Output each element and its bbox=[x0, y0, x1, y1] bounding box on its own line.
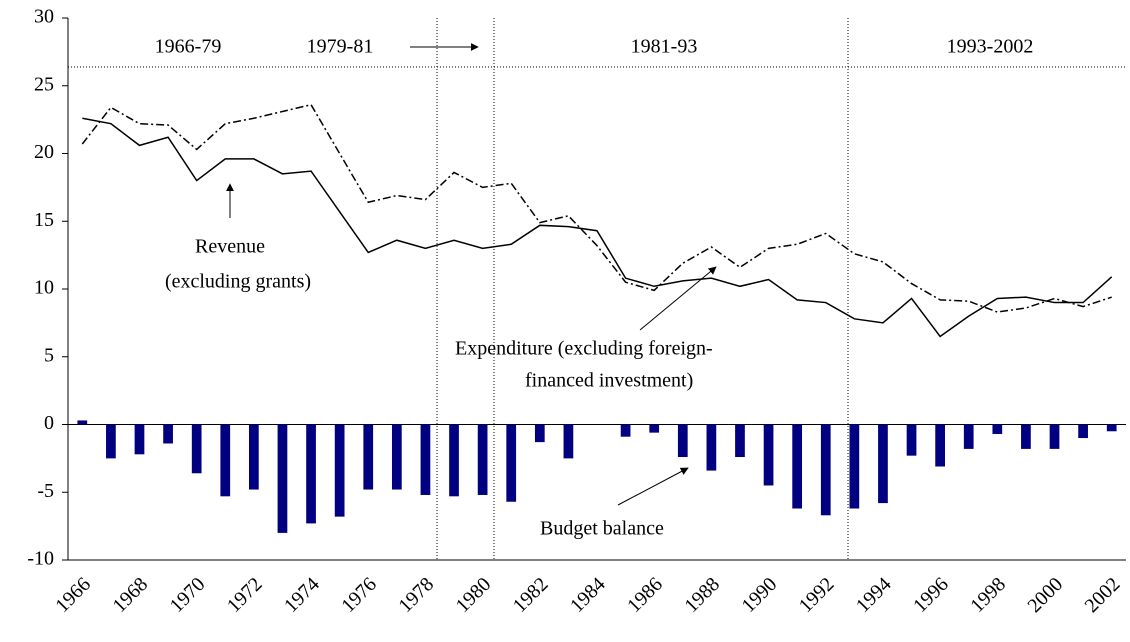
bar bbox=[963, 424, 974, 449]
arrow bbox=[617, 467, 689, 506]
bar bbox=[306, 424, 316, 524]
y-tick-label: 15 bbox=[34, 209, 54, 231]
x-tick-label: 1984 bbox=[566, 573, 610, 617]
bar bbox=[134, 424, 145, 455]
annotation: (excluding grants) bbox=[165, 271, 311, 293]
bar bbox=[334, 424, 345, 517]
bar bbox=[449, 424, 459, 497]
x-tick-label: 1992 bbox=[795, 573, 839, 617]
line bbox=[81, 103, 1112, 313]
bar bbox=[878, 424, 888, 504]
bar bbox=[191, 424, 202, 474]
annotation: financed investment) bbox=[525, 370, 693, 392]
bar bbox=[563, 424, 574, 459]
bar bbox=[849, 424, 860, 509]
y-tick-label: 5 bbox=[44, 344, 54, 366]
bar bbox=[706, 424, 717, 471]
bar bbox=[506, 424, 517, 502]
bar bbox=[1106, 424, 1117, 432]
period-label: 1993-2002 bbox=[947, 36, 1034, 58]
bar bbox=[1021, 424, 1031, 449]
annotation: Expenditure (excluding foreign- bbox=[455, 338, 713, 360]
bar bbox=[677, 424, 688, 458]
bar bbox=[391, 424, 402, 490]
bar bbox=[649, 424, 660, 433]
x-tick-label: 1998 bbox=[966, 573, 1010, 617]
bar bbox=[992, 424, 1003, 434]
y-tick-label: -5 bbox=[37, 480, 54, 502]
bar bbox=[763, 424, 774, 486]
y-tick-label: 30 bbox=[34, 6, 54, 28]
x-tick-label: 1978 bbox=[394, 573, 438, 617]
bar bbox=[220, 424, 231, 497]
x-tick-label: 1996 bbox=[909, 573, 953, 617]
y-tick-label: 10 bbox=[34, 277, 54, 299]
x-tick-label: 1968 bbox=[108, 573, 152, 617]
x-tick-label: 1976 bbox=[337, 573, 381, 617]
bar bbox=[249, 424, 259, 490]
x-tick-label: 1972 bbox=[223, 573, 267, 617]
period-label: 1966-79 bbox=[155, 36, 222, 58]
x-tick-label: 1994 bbox=[852, 573, 896, 617]
annotation: Budget balance bbox=[540, 518, 664, 540]
bar bbox=[106, 424, 116, 459]
bar bbox=[1078, 424, 1088, 439]
bar bbox=[277, 424, 288, 533]
bar bbox=[820, 424, 831, 516]
x-tick-label: 1970 bbox=[166, 573, 210, 617]
x-tick-label: 1988 bbox=[680, 573, 724, 617]
y-tick-label: 25 bbox=[34, 73, 54, 95]
line bbox=[82, 117, 1113, 338]
y-tick-label: 0 bbox=[44, 412, 54, 434]
x-tick-label: 1982 bbox=[509, 573, 553, 617]
bar bbox=[1049, 424, 1060, 449]
period-label: 1981-93 bbox=[631, 36, 698, 58]
arrow bbox=[639, 266, 717, 331]
bar bbox=[906, 424, 917, 456]
x-tick-label: 1980 bbox=[452, 573, 496, 617]
bar bbox=[935, 424, 945, 467]
bar bbox=[77, 420, 88, 425]
x-tick-label: 1974 bbox=[280, 573, 324, 617]
y-tick-label: -10 bbox=[27, 548, 54, 570]
x-tick-label: 2000 bbox=[1023, 573, 1067, 617]
period-label: 1979-81 bbox=[307, 36, 374, 58]
annotation: Revenue bbox=[195, 236, 265, 258]
x-tick-label: 1966 bbox=[51, 573, 95, 617]
bar bbox=[792, 424, 803, 509]
bar bbox=[620, 424, 631, 437]
x-tick-label: 1990 bbox=[738, 573, 782, 617]
bar bbox=[735, 424, 745, 458]
bar bbox=[420, 424, 431, 495]
x-tick-label: 1986 bbox=[623, 573, 667, 617]
bar bbox=[477, 424, 488, 495]
y-tick-label: 20 bbox=[34, 141, 54, 163]
bar bbox=[363, 424, 374, 490]
x-tick-label: 2002 bbox=[1081, 573, 1125, 617]
bar bbox=[534, 424, 545, 443]
bar bbox=[163, 424, 173, 444]
